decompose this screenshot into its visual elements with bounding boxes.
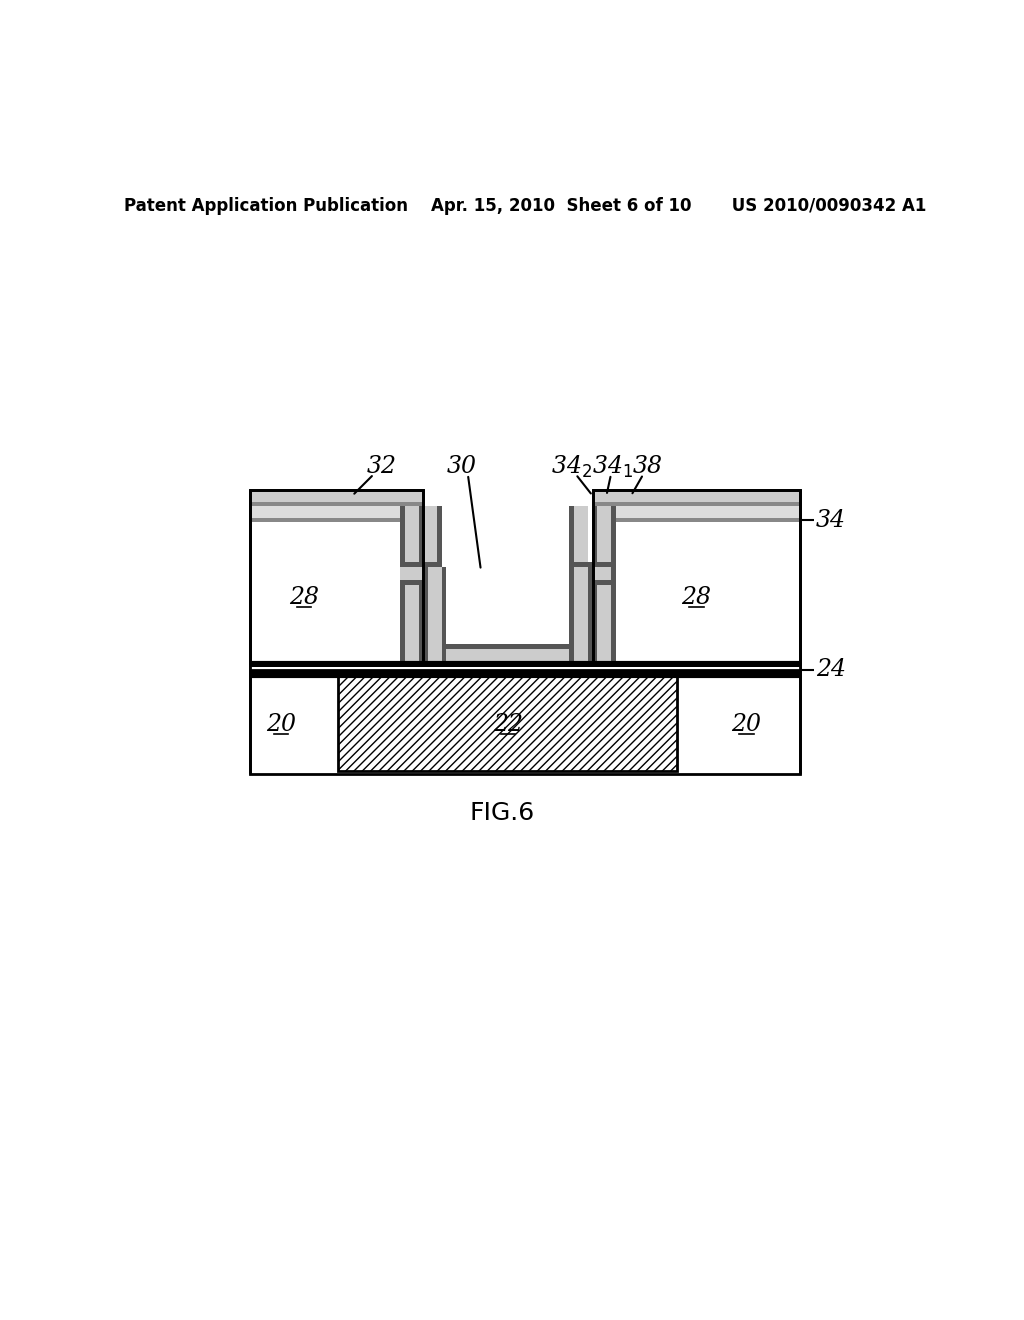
Text: 20: 20 bbox=[265, 713, 296, 735]
Text: 20: 20 bbox=[731, 713, 762, 735]
Bar bbox=[569, 566, 574, 663]
Bar bbox=[419, 506, 423, 663]
Bar bbox=[400, 562, 441, 566]
Bar bbox=[441, 566, 446, 663]
Text: Patent Application Publication    Apr. 15, 2010  Sheet 6 of 10       US 2010/009: Patent Application Publication Apr. 15, … bbox=[124, 197, 926, 215]
Bar bbox=[593, 490, 801, 663]
Text: 34$_1$: 34$_1$ bbox=[592, 453, 633, 479]
Bar bbox=[593, 506, 597, 663]
Bar bbox=[250, 502, 423, 506]
Bar bbox=[569, 581, 611, 585]
Text: 28: 28 bbox=[682, 586, 712, 609]
Bar bbox=[597, 506, 611, 663]
Bar bbox=[593, 490, 801, 663]
Bar bbox=[250, 506, 423, 517]
Bar bbox=[250, 490, 423, 502]
Bar bbox=[569, 566, 611, 581]
Bar bbox=[400, 566, 441, 581]
Text: 22: 22 bbox=[493, 713, 523, 735]
Text: 28: 28 bbox=[289, 586, 318, 609]
Bar bbox=[588, 566, 593, 663]
Bar bbox=[593, 517, 801, 521]
Text: FIG.6: FIG.6 bbox=[470, 801, 536, 825]
Bar bbox=[574, 566, 588, 663]
Bar bbox=[250, 490, 423, 663]
Bar bbox=[250, 490, 423, 663]
Bar bbox=[574, 506, 588, 566]
Text: 24: 24 bbox=[816, 659, 846, 681]
Bar bbox=[569, 562, 611, 566]
Bar bbox=[428, 566, 441, 663]
Bar bbox=[441, 506, 569, 566]
Bar bbox=[400, 506, 404, 663]
Bar bbox=[569, 506, 574, 566]
Bar bbox=[250, 671, 801, 676]
Bar bbox=[250, 490, 423, 663]
Bar bbox=[593, 502, 801, 506]
Bar bbox=[446, 649, 569, 663]
Bar bbox=[423, 566, 428, 663]
Text: 32: 32 bbox=[367, 455, 396, 478]
Bar bbox=[250, 667, 801, 671]
Text: 34$_2$: 34$_2$ bbox=[551, 453, 592, 479]
Bar bbox=[611, 506, 615, 663]
Bar bbox=[593, 506, 801, 517]
Bar bbox=[423, 506, 437, 566]
Text: 34: 34 bbox=[816, 508, 846, 532]
Text: 38: 38 bbox=[633, 455, 663, 478]
Bar bbox=[593, 490, 801, 502]
Bar bbox=[404, 506, 419, 663]
Bar bbox=[446, 644, 569, 649]
Bar bbox=[593, 490, 801, 663]
Bar bbox=[400, 581, 441, 585]
Text: 30: 30 bbox=[446, 455, 476, 478]
Bar bbox=[250, 663, 801, 775]
Bar bbox=[339, 663, 677, 771]
Bar bbox=[250, 663, 801, 667]
Bar bbox=[250, 517, 423, 521]
Bar bbox=[437, 506, 441, 566]
Bar bbox=[446, 566, 569, 644]
